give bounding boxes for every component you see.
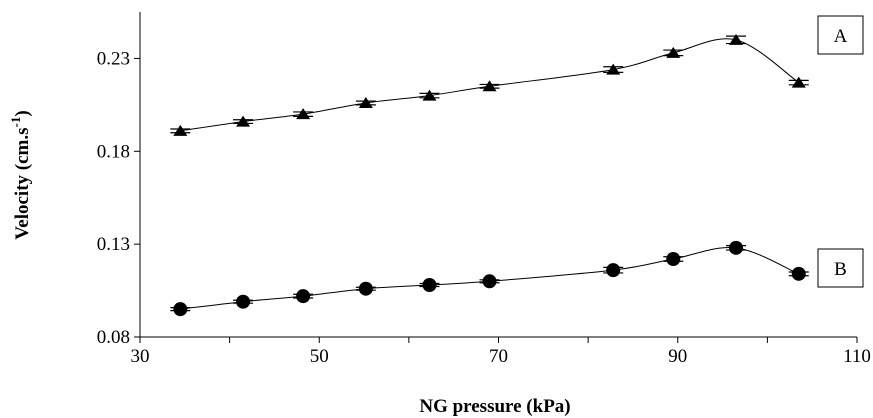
data-point-triangle [729,33,744,45]
x-ticks: 30 50 70 90 110 [131,337,871,367]
data-point-triangle [296,108,311,120]
axes [139,12,857,338]
x-tick-label: 70 [489,346,508,367]
x-tick-label: 110 [843,346,871,367]
data-point-circle [173,302,188,317]
series-group [170,33,809,317]
y-tick-label: 0.23 [97,48,130,69]
data-point-circle [606,263,621,278]
data-point-triangle [236,115,251,127]
legend-box-a: A [817,15,864,55]
y-tick-label: 0.13 [97,234,130,255]
y-axis-title-sup: -1 [8,117,23,128]
data-point-triangle [173,124,188,136]
data-point-triangle [422,89,437,101]
x-tick-label: 50 [310,346,329,367]
x-tick-label: 30 [131,346,150,367]
data-point-triangle [791,76,806,88]
data-point-triangle [666,46,681,58]
data-point-circle [358,281,373,296]
series-b [170,240,809,317]
series-line [180,38,800,132]
y-axis-title: Velocity (cm.s-1) [8,110,33,239]
x-tick-label: 90 [668,346,687,367]
y-axis-title-tail: ) [12,110,33,116]
legend-label-b: B [834,259,847,280]
y-axis-title-main: Velocity (cm.s [12,127,33,239]
data-point-triangle [606,63,621,75]
x-axis-title: NG pressure (kPa) [419,396,570,417]
series-line [180,246,799,310]
data-point-circle [296,289,311,304]
data-point-circle [422,278,437,292]
data-point-triangle [482,80,497,92]
data-point-triangle [358,97,373,108]
data-point-circle [482,274,497,289]
legend-label-a: A [834,26,848,47]
data-point-circle [666,252,681,266]
y-ticks: 0.08 0.13 0.18 0.23 [97,48,140,348]
data-point-circle [729,240,744,255]
y-tick-label: 0.18 [97,141,130,162]
series-a [170,33,809,136]
data-point-circle [236,294,251,309]
data-point-circle [791,266,806,281]
legend-box-b: B [817,248,864,288]
y-tick-label: 0.08 [97,327,130,348]
